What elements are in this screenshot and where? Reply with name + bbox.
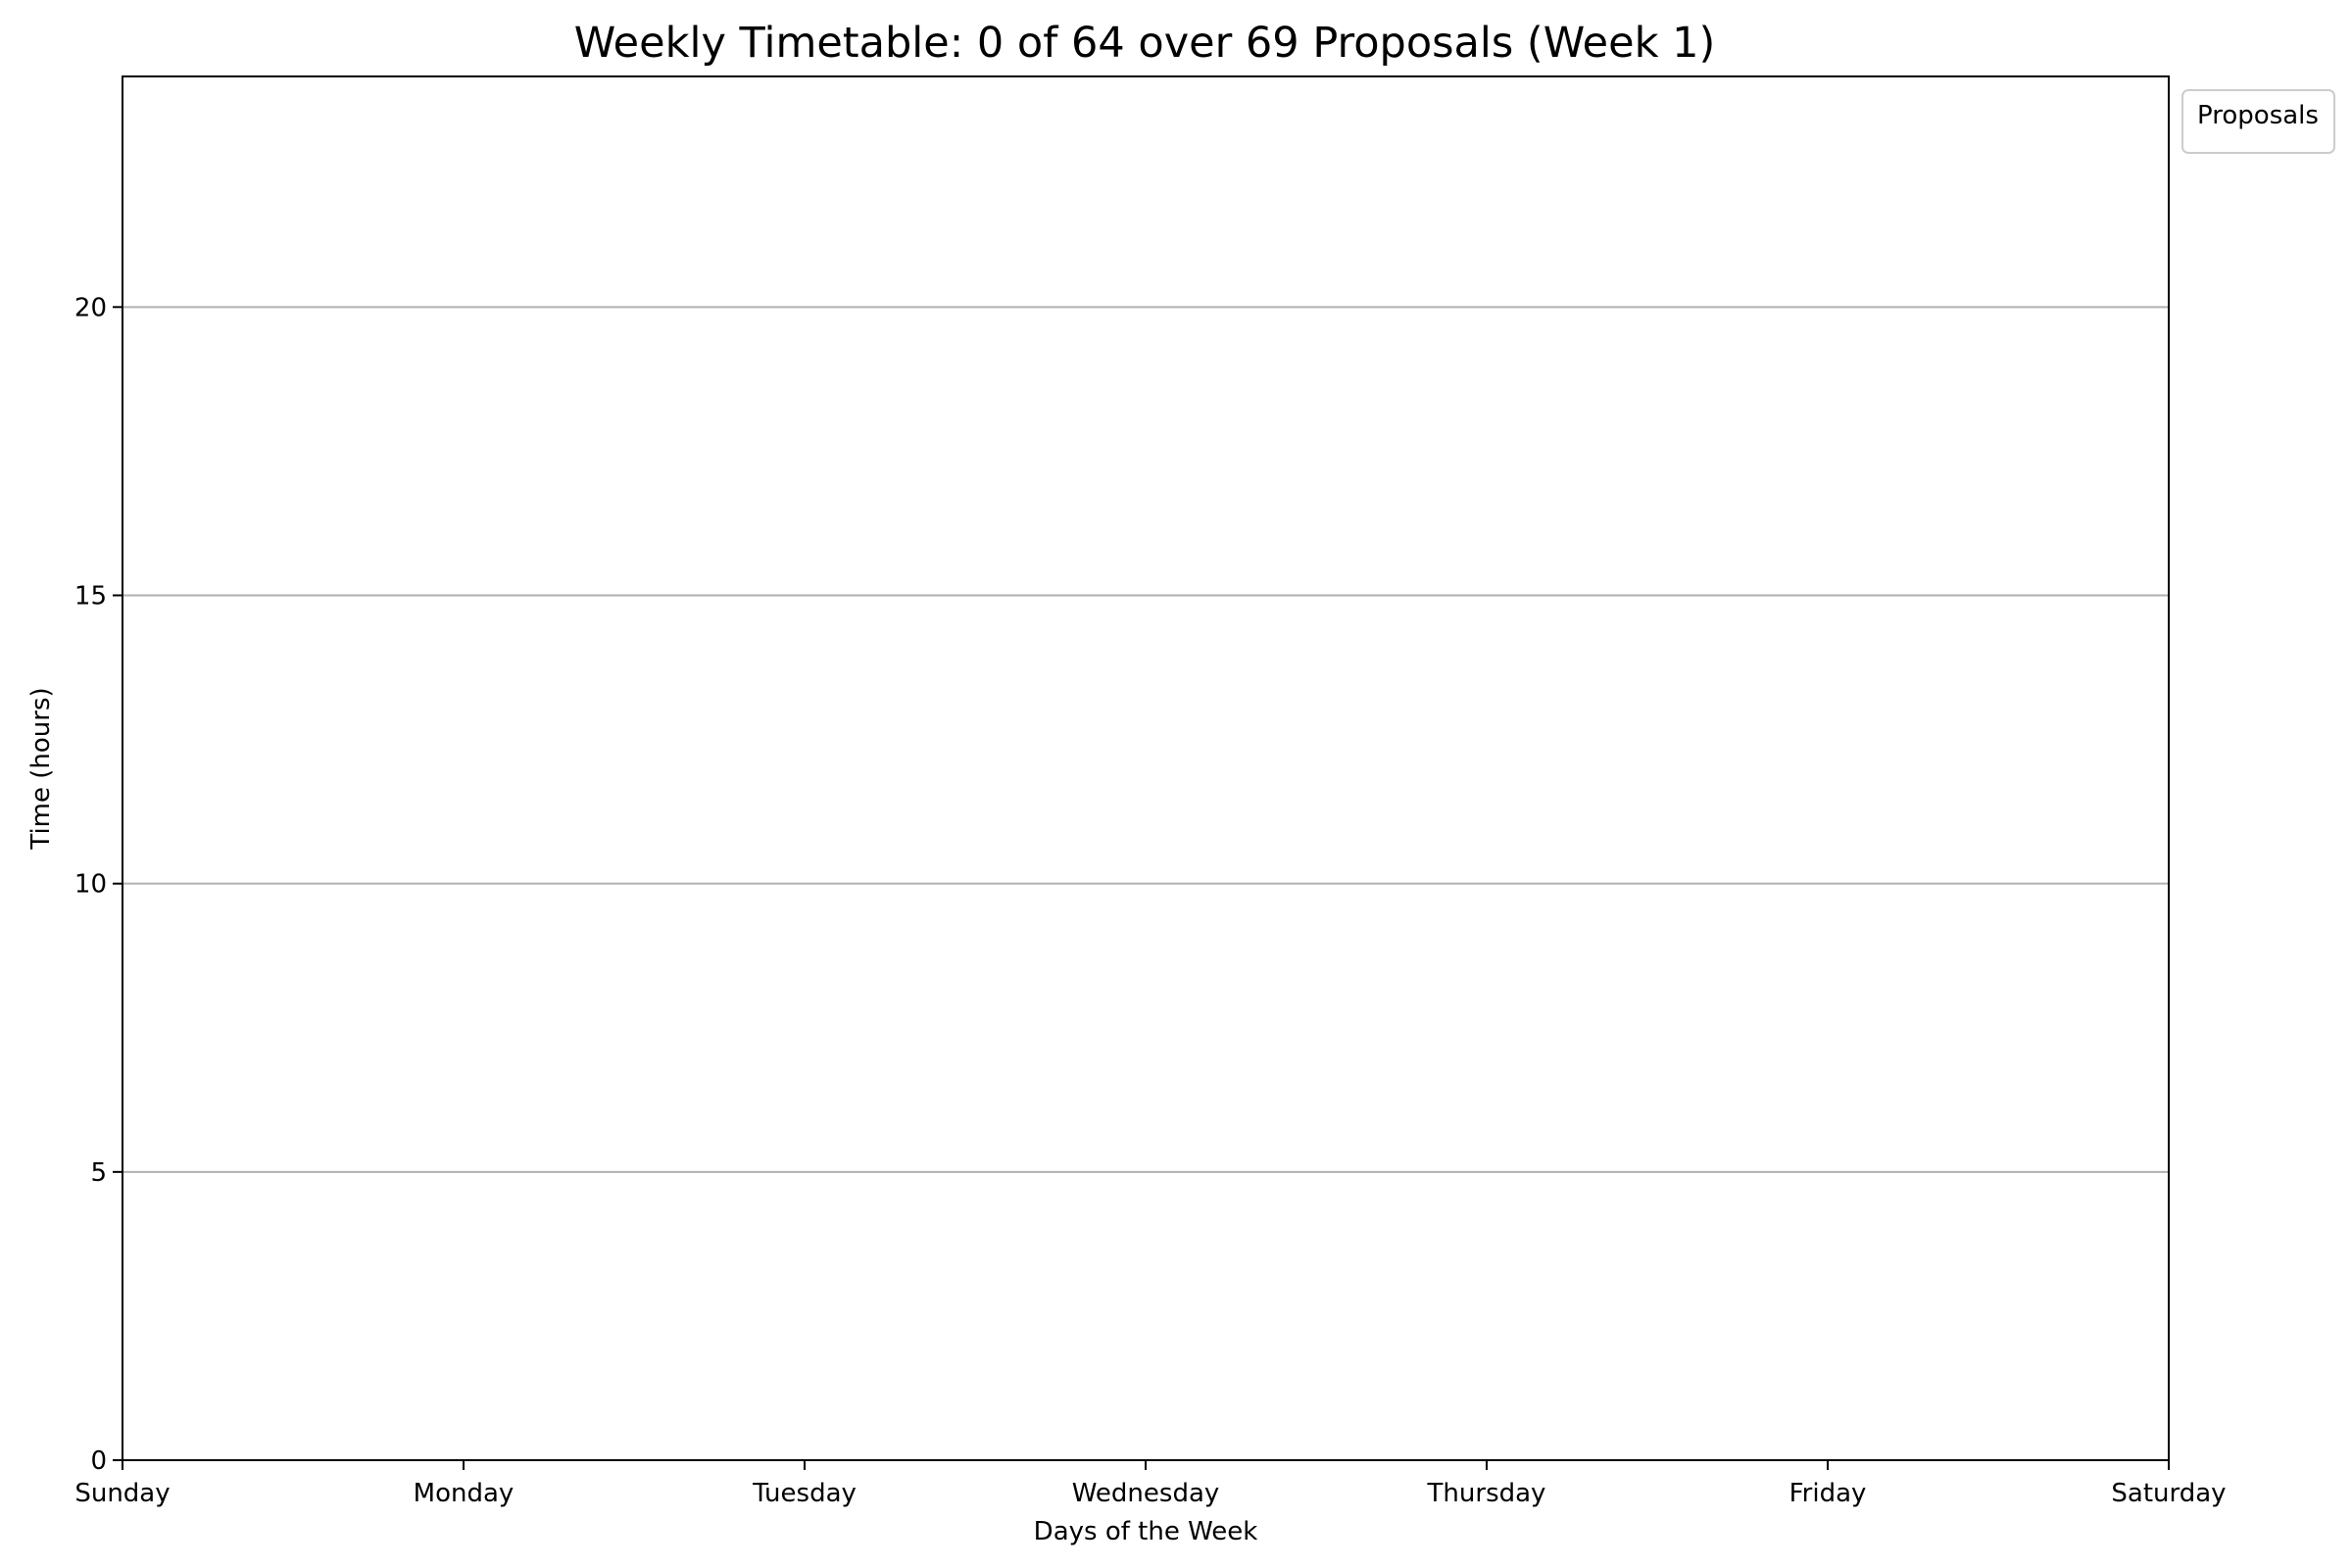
x-tick-label: Sunday xyxy=(74,1479,170,1508)
legend-box xyxy=(2181,89,2335,154)
legend-title: Proposals xyxy=(2197,101,2319,130)
x-tick-label: Saturday xyxy=(2111,1479,2226,1508)
legend: Proposals xyxy=(2181,89,2335,154)
x-axis: Sunday Monday Tuesday Wednesday Thursday Frid… xyxy=(74,1460,2227,1508)
y-tick-label: 15 xyxy=(74,582,107,612)
x-axis-label: Days of the Week xyxy=(1034,1517,1258,1546)
x-tick-label: Monday xyxy=(414,1479,514,1508)
gridlines xyxy=(122,306,2169,1173)
y-tick-label: 20 xyxy=(74,293,107,322)
x-tick-label: Thursday xyxy=(1427,1479,1546,1508)
y-tick-label: 10 xyxy=(74,870,107,900)
x-tick-label: Wednesday xyxy=(1072,1479,1220,1508)
chart-title: Weekly Timetable: 0 of 64 over 69 Propos… xyxy=(574,19,1716,68)
x-tick-label: Tuesday xyxy=(752,1479,857,1508)
y-tick-label: 5 xyxy=(90,1158,107,1188)
y-axis: 0 5 10 15 20 xyxy=(74,293,122,1476)
y-tick-label: 0 xyxy=(90,1446,107,1476)
y-axis-label: Time (hours) xyxy=(26,687,56,850)
x-tick-label: Friday xyxy=(1789,1479,1867,1508)
